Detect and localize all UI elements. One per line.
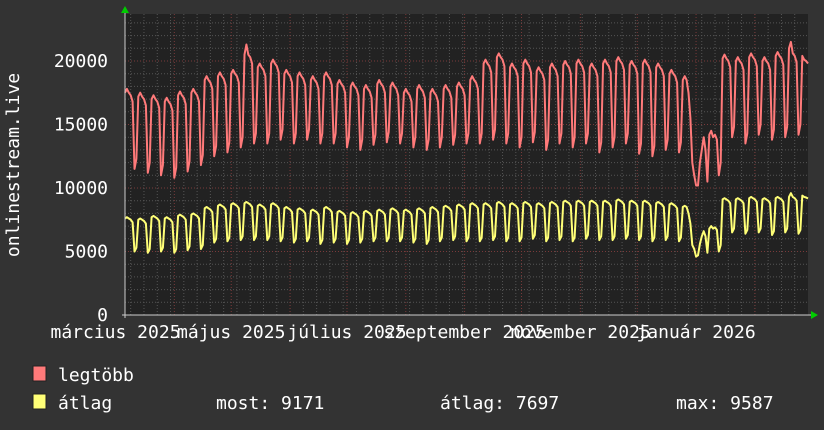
x-tick-label: november 2025: [510, 322, 651, 343]
y-tick-label: 15000: [54, 114, 108, 135]
plot-area: [125, 14, 808, 315]
x-tick-label: szeptember 2025: [383, 322, 546, 343]
y-tick-label: 10000: [54, 178, 108, 199]
x-tick-label: július 2025: [287, 322, 406, 343]
y-axis-ticks: 0 5000 10000 15000 20000: [54, 51, 108, 326]
y-tick-label: 5000: [65, 241, 108, 262]
legend-label-legtobb: legtöbb: [58, 365, 134, 386]
x-tick-label: március 2025: [50, 322, 180, 343]
x-tick-label: január 2026: [636, 322, 755, 343]
stat-average: átlag: 7697: [440, 393, 559, 414]
y-axis-arrow-icon: [121, 6, 129, 13]
grid: [125, 14, 808, 315]
y-axis-label: onlinestream.live: [3, 73, 24, 257]
legend-label-atlag: átlag: [58, 393, 112, 414]
series-lines: [124, 40, 809, 258]
series-line-legtobb: [124, 40, 809, 187]
legend-swatch-atlag: [32, 393, 47, 410]
x-tick-label: május 2025: [177, 322, 285, 343]
y-tick-label: 20000: [54, 51, 108, 72]
x-axis-arrow-icon: [811, 311, 818, 319]
stat-max: max: 9587: [676, 393, 774, 414]
stat-now: most: 9171: [216, 393, 324, 414]
series-line-atlag: [124, 192, 809, 258]
legend-swatch-legtobb: [32, 365, 47, 382]
y-tick-label: 0: [97, 305, 108, 326]
